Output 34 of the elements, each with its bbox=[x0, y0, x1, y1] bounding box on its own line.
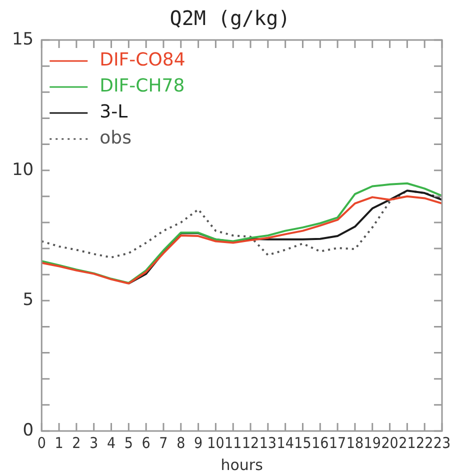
x-tick-label: 15 bbox=[294, 434, 312, 452]
x-tick-label: 20 bbox=[381, 434, 398, 452]
x-tick-label: 13 bbox=[259, 434, 277, 452]
line-series bbox=[42, 190, 442, 258]
x-tick-label: 4 bbox=[106, 434, 116, 452]
y-tick-label: 15 bbox=[12, 29, 34, 50]
x-tick-label: 16 bbox=[312, 434, 329, 452]
y-tick-label: 10 bbox=[12, 160, 34, 180]
x-tick-label: 19 bbox=[364, 434, 381, 452]
legend-label: DIF-CO84 bbox=[100, 50, 186, 71]
chart-title: Q2M (g/kg) bbox=[168, 6, 292, 30]
x-tick-label: 8 bbox=[176, 434, 186, 452]
legend-label: DIF-CH78 bbox=[100, 76, 185, 97]
x-tick-label: 5 bbox=[124, 434, 133, 452]
x-tick-label: 7 bbox=[159, 434, 168, 452]
x-tick-label: 2 bbox=[72, 434, 81, 452]
x-tick-label: 21 bbox=[398, 434, 416, 452]
x-tick-label: 17 bbox=[328, 434, 346, 452]
x-tick-label: 14 bbox=[276, 434, 294, 452]
x-tick-label: 6 bbox=[142, 434, 150, 452]
x-tick-label: 1 bbox=[54, 434, 64, 452]
x-axis-title: hours bbox=[220, 456, 264, 474]
x-tick-label: 22 bbox=[416, 434, 434, 452]
x-tick-label: 10 bbox=[207, 434, 224, 452]
x-tick-label: 3 bbox=[90, 434, 98, 452]
y-tick-label: 5 bbox=[22, 290, 34, 310]
x-tick-label: 23 bbox=[433, 434, 451, 452]
legend-label: obs bbox=[100, 128, 132, 149]
legend-label: 3-L bbox=[100, 102, 128, 123]
x-tick-label: 11 bbox=[224, 434, 242, 452]
x-tick-label: 18 bbox=[346, 434, 364, 452]
x-tick-label: 12 bbox=[242, 434, 260, 452]
x-tick-label: 0 bbox=[37, 434, 46, 452]
x-tick-label: 9 bbox=[194, 434, 203, 452]
